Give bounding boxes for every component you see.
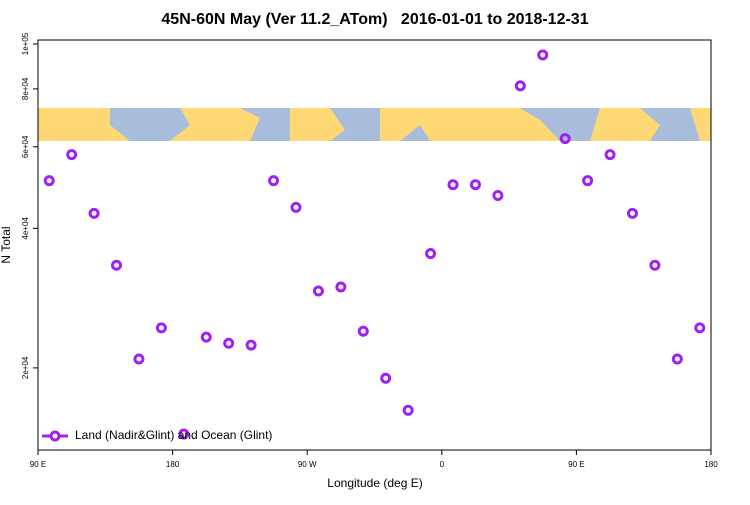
point — [514, 80, 526, 92]
point — [469, 179, 481, 191]
point — [200, 331, 212, 343]
point — [155, 322, 167, 334]
chart-title: 45N-60N May (Ver 11.2_ATom) 2016-01-01 t… — [161, 11, 588, 28]
y-axis-label: N Total — [0, 226, 13, 263]
y-tick-label: 4e+04 — [21, 217, 30, 240]
legend-marker — [49, 430, 61, 442]
point — [537, 49, 549, 61]
point — [133, 353, 145, 365]
x-tick-label: 180 — [166, 460, 180, 469]
point — [425, 248, 437, 260]
point — [178, 428, 190, 440]
y-tick-label: 6e+04 — [21, 135, 30, 158]
x-tick-label: 0 — [440, 460, 445, 469]
x-tick-label: 90 E — [568, 460, 584, 469]
plot-frame — [37, 39, 712, 451]
point — [402, 404, 414, 416]
point — [268, 175, 280, 187]
x-axis-label: Longitude (deg E) — [327, 476, 422, 490]
point — [380, 372, 392, 384]
point — [357, 325, 369, 337]
land — [38, 108, 711, 141]
map-band — [38, 108, 711, 141]
point — [492, 190, 504, 202]
y-tick-label: 2e+04 — [21, 356, 30, 379]
x-tick-label: 90 E — [30, 460, 46, 469]
point — [43, 175, 55, 187]
point — [223, 337, 235, 349]
point — [245, 339, 257, 351]
point — [290, 201, 302, 213]
point — [671, 353, 683, 365]
point — [582, 175, 594, 187]
point — [447, 179, 459, 191]
point — [88, 207, 100, 219]
point — [626, 207, 638, 219]
point — [111, 259, 123, 271]
point — [66, 149, 78, 161]
point — [649, 259, 661, 271]
point — [559, 133, 571, 145]
point — [312, 285, 324, 297]
point — [694, 322, 706, 334]
x-tick-label: 90 W — [298, 460, 317, 469]
y-tick-label: 8e+04 — [21, 77, 30, 100]
y-tick-label: 1e+05 — [21, 32, 30, 55]
x-tick-label: 180 — [704, 460, 718, 469]
legend-label: Land (Nadir&Glint) and Ocean (Glint) — [75, 428, 272, 442]
point — [604, 149, 616, 161]
point — [335, 281, 347, 293]
